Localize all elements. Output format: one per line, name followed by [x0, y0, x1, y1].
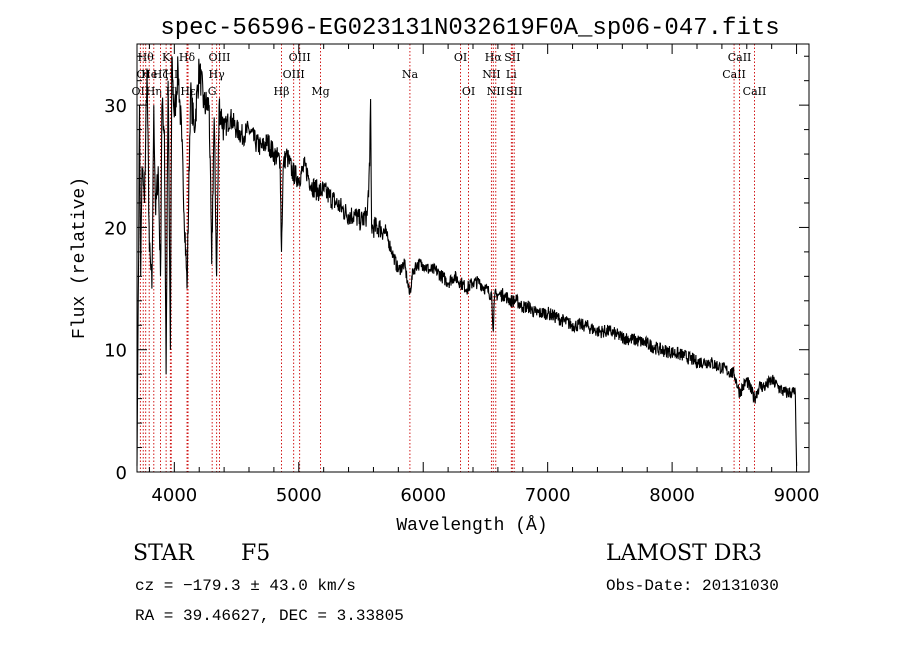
line-label-6: K	[162, 51, 171, 64]
line-label-10: Hε	[180, 85, 196, 98]
line-label-29: CaII	[743, 85, 767, 98]
line-label-17: Mg	[311, 85, 329, 98]
redshift-velocity: cz = −179.3 ± 43.0 km/s	[135, 577, 356, 595]
object-class: STAR	[133, 541, 195, 566]
line-label-24: Li	[506, 68, 517, 81]
coordinates: RA = 39.46627, DEC = 3.33805	[135, 607, 404, 625]
x-tick-label: 8000	[649, 485, 695, 506]
line-label-23: NII	[487, 85, 505, 98]
plot-frame	[136, 43, 810, 473]
object-subclass: F5	[241, 541, 270, 566]
x-tick-label: 4000	[151, 485, 197, 506]
line-label-28: CaII	[728, 51, 752, 64]
line-label-11: G	[208, 85, 217, 98]
chart-title: spec-56596-EG023131N032619F0A_sp06-047.f…	[160, 15, 779, 42]
observation-date: Obs-Date: 20131030	[606, 577, 779, 595]
line-label-13: OIII	[208, 51, 230, 64]
y-tick-label: 20	[104, 218, 127, 239]
line-label-21: NII	[482, 68, 500, 81]
line-label-18: Na	[402, 68, 419, 81]
line-label-15: OIII	[283, 68, 305, 81]
line-label-7: H	[166, 85, 176, 98]
y-tick-label: 0	[116, 463, 127, 484]
line-label-16: OIII	[289, 51, 311, 64]
line-label-5: Hζ	[153, 68, 169, 81]
line-label-3: He	[141, 68, 157, 81]
x-tick-label: 9000	[774, 485, 820, 506]
x-tick-label: 6000	[400, 485, 446, 506]
line-label-0: OII	[132, 85, 150, 98]
axis-ticks: 4000 5000 6000 7000 8000 9000 0 10 20 30	[104, 44, 819, 506]
spectrum-line	[136, 56, 798, 466]
line-label-20: OI	[462, 85, 475, 98]
line-label-26: SII	[506, 85, 522, 98]
line-label-4: Hη	[146, 85, 162, 98]
line-label-25: SII	[504, 51, 520, 64]
x-tick-label: 7000	[525, 485, 571, 506]
line-label-12: Hγ	[209, 68, 226, 81]
y-axis-label: Flux (relative)	[70, 177, 90, 339]
line-label-2: Hθ	[138, 51, 155, 64]
line-label-19: OI	[454, 51, 467, 64]
y-tick-label: 30	[104, 96, 127, 117]
line-label-22: Hα	[485, 51, 503, 64]
line-label-14: Hβ	[274, 85, 290, 98]
y-tick-label: 10	[104, 341, 127, 362]
x-tick-label: 5000	[276, 485, 322, 506]
line-label-9: Hδ	[179, 51, 196, 64]
line-label-27: CaII	[722, 68, 746, 81]
x-axis-label: Wavelength (Å)	[396, 515, 547, 536]
survey-name: LAMOST DR3	[606, 541, 762, 566]
